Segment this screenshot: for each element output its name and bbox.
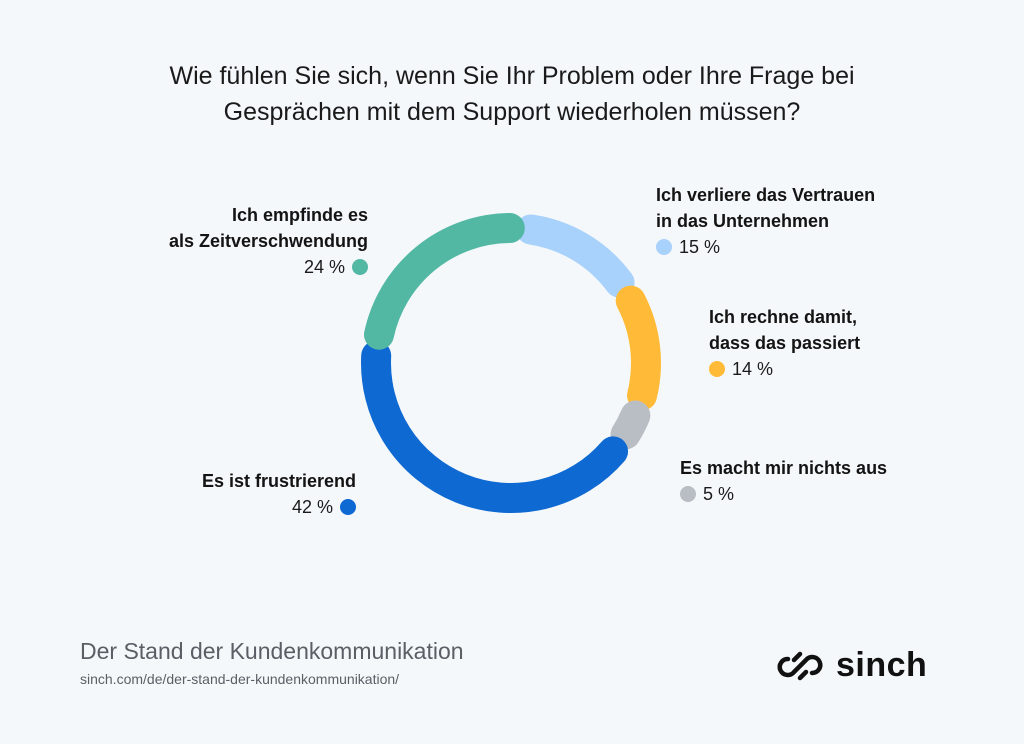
slice-label-name: Ich verliere das Vertrauen bbox=[656, 185, 876, 205]
slice-label-name: Ich empfinde es bbox=[231, 205, 368, 225]
label-zeitverschwendung: Ich empfinde es als Zeitverschwendung 24… bbox=[169, 202, 368, 280]
chart-title: Wie fühlen Sie sich, wenn Sie Ihr Proble… bbox=[0, 58, 1024, 130]
footer-url: sinch.com/de/der-stand-der-kundenkommuni… bbox=[80, 671, 400, 687]
sinch-logo-text: sinch bbox=[836, 646, 928, 684]
label-rechne-damit: Ich rechne damit, dass das passiert 14 % bbox=[709, 304, 860, 382]
slice-label-value: 14 % bbox=[709, 356, 860, 382]
slice-label-value: 24 % bbox=[169, 254, 368, 280]
legend-dot bbox=[709, 361, 725, 377]
slice-label-name: Es ist frustrierend bbox=[201, 471, 356, 491]
slice-label-value: 5 % bbox=[680, 481, 887, 507]
slice-label-name: in das Unternehmen bbox=[656, 211, 830, 231]
label-vertrauen: Ich verliere das Vertrauen in das Untern… bbox=[656, 182, 875, 260]
slice-value-text: 5 % bbox=[703, 484, 735, 504]
donut-slice-4 bbox=[363, 213, 525, 350]
slice-value-text: 24 % bbox=[303, 257, 345, 277]
slice-label-name: Ich rechne damit, bbox=[709, 307, 858, 327]
label-nichts-aus: Es macht mir nichts aus 5 % bbox=[680, 455, 887, 507]
slice-label-value: 15 % bbox=[656, 234, 875, 260]
slice-label-name: als Zeitverschwendung bbox=[168, 231, 368, 251]
donut-slice-1 bbox=[615, 285, 661, 411]
legend-dot bbox=[656, 239, 672, 255]
chart-title-line-1: Wie fühlen Sie sich, wenn Sie Ihr Proble… bbox=[169, 62, 855, 90]
footer-title: Der Stand der Kundenkommunikation bbox=[80, 638, 464, 664]
legend-dot bbox=[352, 259, 368, 275]
legend-dot bbox=[340, 499, 356, 515]
chart-title-line-2: Gesprächen mit dem Support wiederholen m… bbox=[223, 98, 801, 126]
sinch-logo-icon bbox=[777, 651, 823, 680]
slice-value-text: 42 % bbox=[291, 497, 333, 517]
label-frustrierend: Es ist frustrierend 42 % bbox=[202, 468, 356, 520]
donut-slice-2 bbox=[610, 400, 651, 450]
slice-label-name: dass das passiert bbox=[709, 333, 861, 353]
slice-value-text: 14 % bbox=[732, 359, 774, 379]
donut-slice-3 bbox=[361, 340, 629, 513]
slice-value-text: 15 % bbox=[679, 237, 721, 257]
slice-label-value: 42 % bbox=[202, 494, 356, 520]
legend-dot bbox=[680, 486, 696, 502]
sinch-logo: sinch bbox=[774, 646, 927, 685]
donut-slice-0 bbox=[515, 214, 635, 298]
slice-label-name: Es macht mir nichts aus bbox=[680, 458, 888, 478]
